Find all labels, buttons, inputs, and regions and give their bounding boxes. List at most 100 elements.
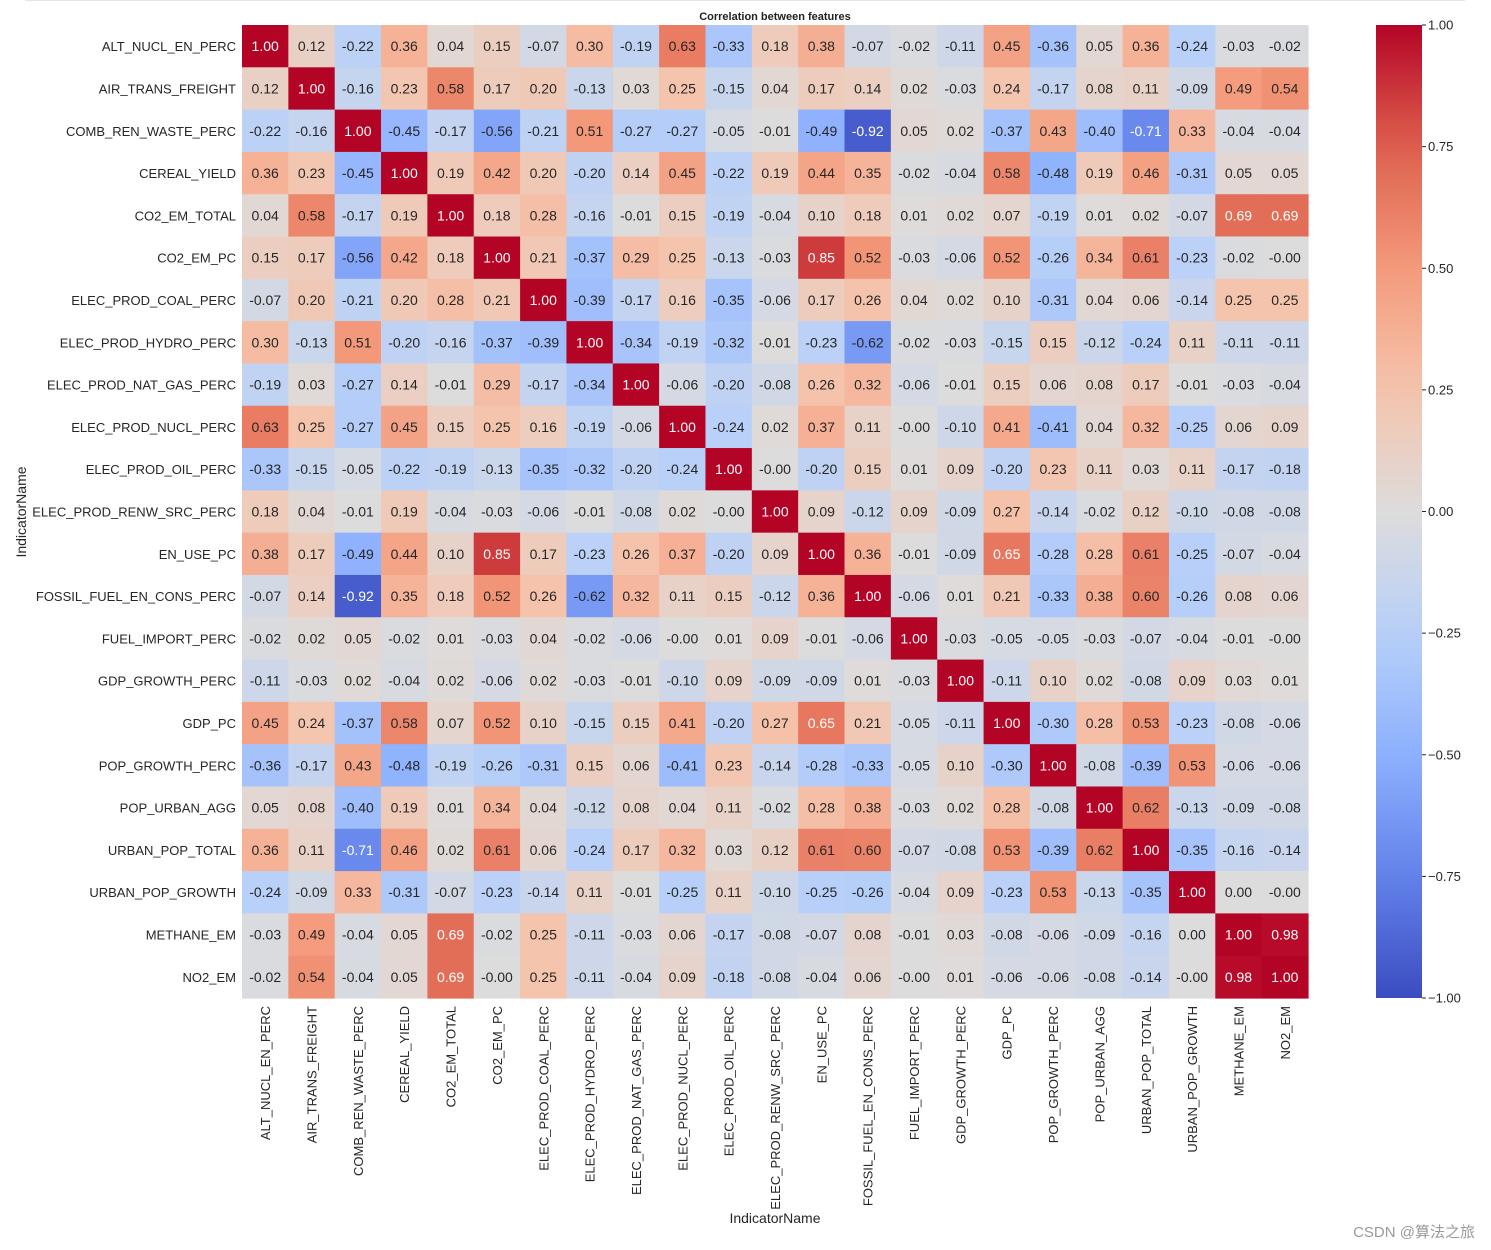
x-tick-label: ELEC_PROD_NUCL_PERC [675, 1006, 690, 1171]
heatmap-cell [1076, 321, 1124, 365]
cell-value-label: 0.25 [1271, 292, 1298, 308]
cell-value-label: 0.08 [854, 927, 881, 943]
cell-value-label: -0.01 [1176, 377, 1208, 393]
cell-value-label: -0.41 [666, 757, 698, 773]
cell-value-label: 0.14 [298, 588, 325, 604]
heatmap-cell [1122, 109, 1170, 153]
cell-value-label: -0.56 [481, 123, 513, 139]
cell-value-label: 0.11 [855, 419, 881, 435]
heatmap-cell [983, 617, 1031, 661]
colorbar-tick-label: 0.00 [1428, 504, 1453, 519]
heatmap-cell [288, 321, 336, 365]
heatmap-cell [334, 25, 382, 68]
top-divider [25, 0, 1465, 1]
heatmap-cell [1076, 236, 1124, 280]
heatmap-cell [242, 659, 289, 703]
heatmap-cell [890, 194, 938, 238]
heatmap-cell [1029, 405, 1077, 449]
cell-value-label: -0.19 [1037, 207, 1069, 223]
heatmap-cell [1261, 955, 1309, 999]
heatmap-cell [705, 448, 753, 491]
heatmap-cell [1122, 744, 1170, 788]
cell-value-label: 0.44 [391, 546, 418, 562]
cell-value-label: 0.36 [854, 546, 881, 562]
cell-value-label: -0.07 [435, 884, 467, 900]
heatmap-cell [381, 701, 428, 745]
heatmap-cell [705, 786, 753, 830]
cell-value-label: -0.23 [1176, 250, 1208, 266]
heatmap-cell [983, 363, 1031, 407]
heatmap-cell [705, 871, 753, 914]
cell-value-label: -0.24 [1130, 334, 1162, 350]
cell-value-label: 0.29 [622, 250, 649, 266]
heatmap-cell [566, 490, 614, 534]
cell-value-label: 0.36 [252, 165, 279, 181]
heatmap-cell [844, 109, 892, 153]
cell-value-label: 0.18 [483, 207, 510, 223]
heatmap-cell [520, 363, 568, 407]
cell-value-label: -0.18 [1269, 461, 1301, 477]
cell-value-label: -0.06 [1037, 927, 1069, 943]
cell-value-label: 1.00 [715, 461, 742, 477]
heatmap-cell [473, 490, 521, 534]
cell-value-label: 0.05 [900, 123, 927, 139]
heatmap-cell [705, 701, 753, 745]
heatmap-cell [520, 955, 568, 999]
cell-value-label: 0.49 [298, 927, 325, 943]
heatmap-cell [1122, 25, 1170, 68]
heatmap-cell [1076, 490, 1124, 534]
cell-value-label: -0.16 [296, 123, 328, 139]
cell-value-label: 0.02 [437, 842, 464, 858]
cell-value-label: 0.01 [437, 630, 464, 646]
cell-value-label: -0.10 [666, 673, 698, 689]
cell-value-label: 1.00 [854, 588, 881, 604]
heatmap-cell [1168, 236, 1216, 280]
cell-value-label: -0.21 [342, 292, 374, 308]
cell-value-label: -0.13 [713, 250, 745, 266]
cell-value-label: 0.17 [530, 546, 557, 562]
heatmap-cells [242, 25, 1309, 999]
cell-value-label: -0.35 [1176, 842, 1208, 858]
heatmap-cell [427, 828, 475, 872]
cell-value-label: -0.39 [1037, 842, 1069, 858]
heatmap-cell [427, 67, 475, 111]
heatmap-cell [381, 109, 428, 153]
heatmap-cell [288, 490, 336, 534]
cell-value-label: 0.21 [483, 292, 510, 308]
cell-value-label: -0.12 [852, 504, 884, 520]
cell-value-label: -0.07 [1130, 630, 1162, 646]
heatmap-cell [566, 363, 614, 407]
heatmap-cell [473, 574, 521, 618]
cell-value-label: -0.34 [620, 334, 652, 350]
heatmap-cell [566, 955, 614, 999]
heatmap-cell [1168, 278, 1216, 322]
cell-value-label: -0.28 [805, 757, 837, 773]
cell-value-label: 0.03 [947, 927, 974, 943]
cell-value-label: -0.04 [1269, 123, 1301, 139]
heatmap-cell [1029, 701, 1077, 745]
heatmap-cell [1029, 109, 1077, 153]
cell-value-label: 0.15 [993, 377, 1020, 393]
heatmap-cell [937, 828, 985, 872]
heatmap-cell [1029, 194, 1077, 238]
heatmap-cell [1168, 405, 1216, 449]
cell-value-label: 0.34 [483, 800, 510, 816]
heatmap-cell [890, 25, 938, 68]
heatmap-cell [334, 448, 382, 491]
heatmap-cell [1122, 617, 1170, 661]
cell-value-label: -0.09 [944, 546, 976, 562]
heatmap-cell [1215, 659, 1263, 703]
cell-value-label: -0.04 [1176, 630, 1208, 646]
cell-value-label: -0.01 [759, 123, 791, 139]
cell-value-label: 0.05 [391, 969, 418, 985]
cell-value-label: 0.12 [252, 80, 279, 96]
cell-value-label: 0.09 [1271, 419, 1298, 435]
heatmap-cell [566, 532, 614, 576]
heatmap-cell [612, 744, 660, 788]
heatmap-cell [1076, 659, 1124, 703]
heatmap-cell [520, 490, 568, 534]
cell-value-label: 0.04 [1086, 419, 1113, 435]
heatmap-cell [520, 151, 568, 195]
cell-value-label: 0.24 [993, 80, 1020, 96]
cell-value-label: 0.53 [993, 842, 1020, 858]
